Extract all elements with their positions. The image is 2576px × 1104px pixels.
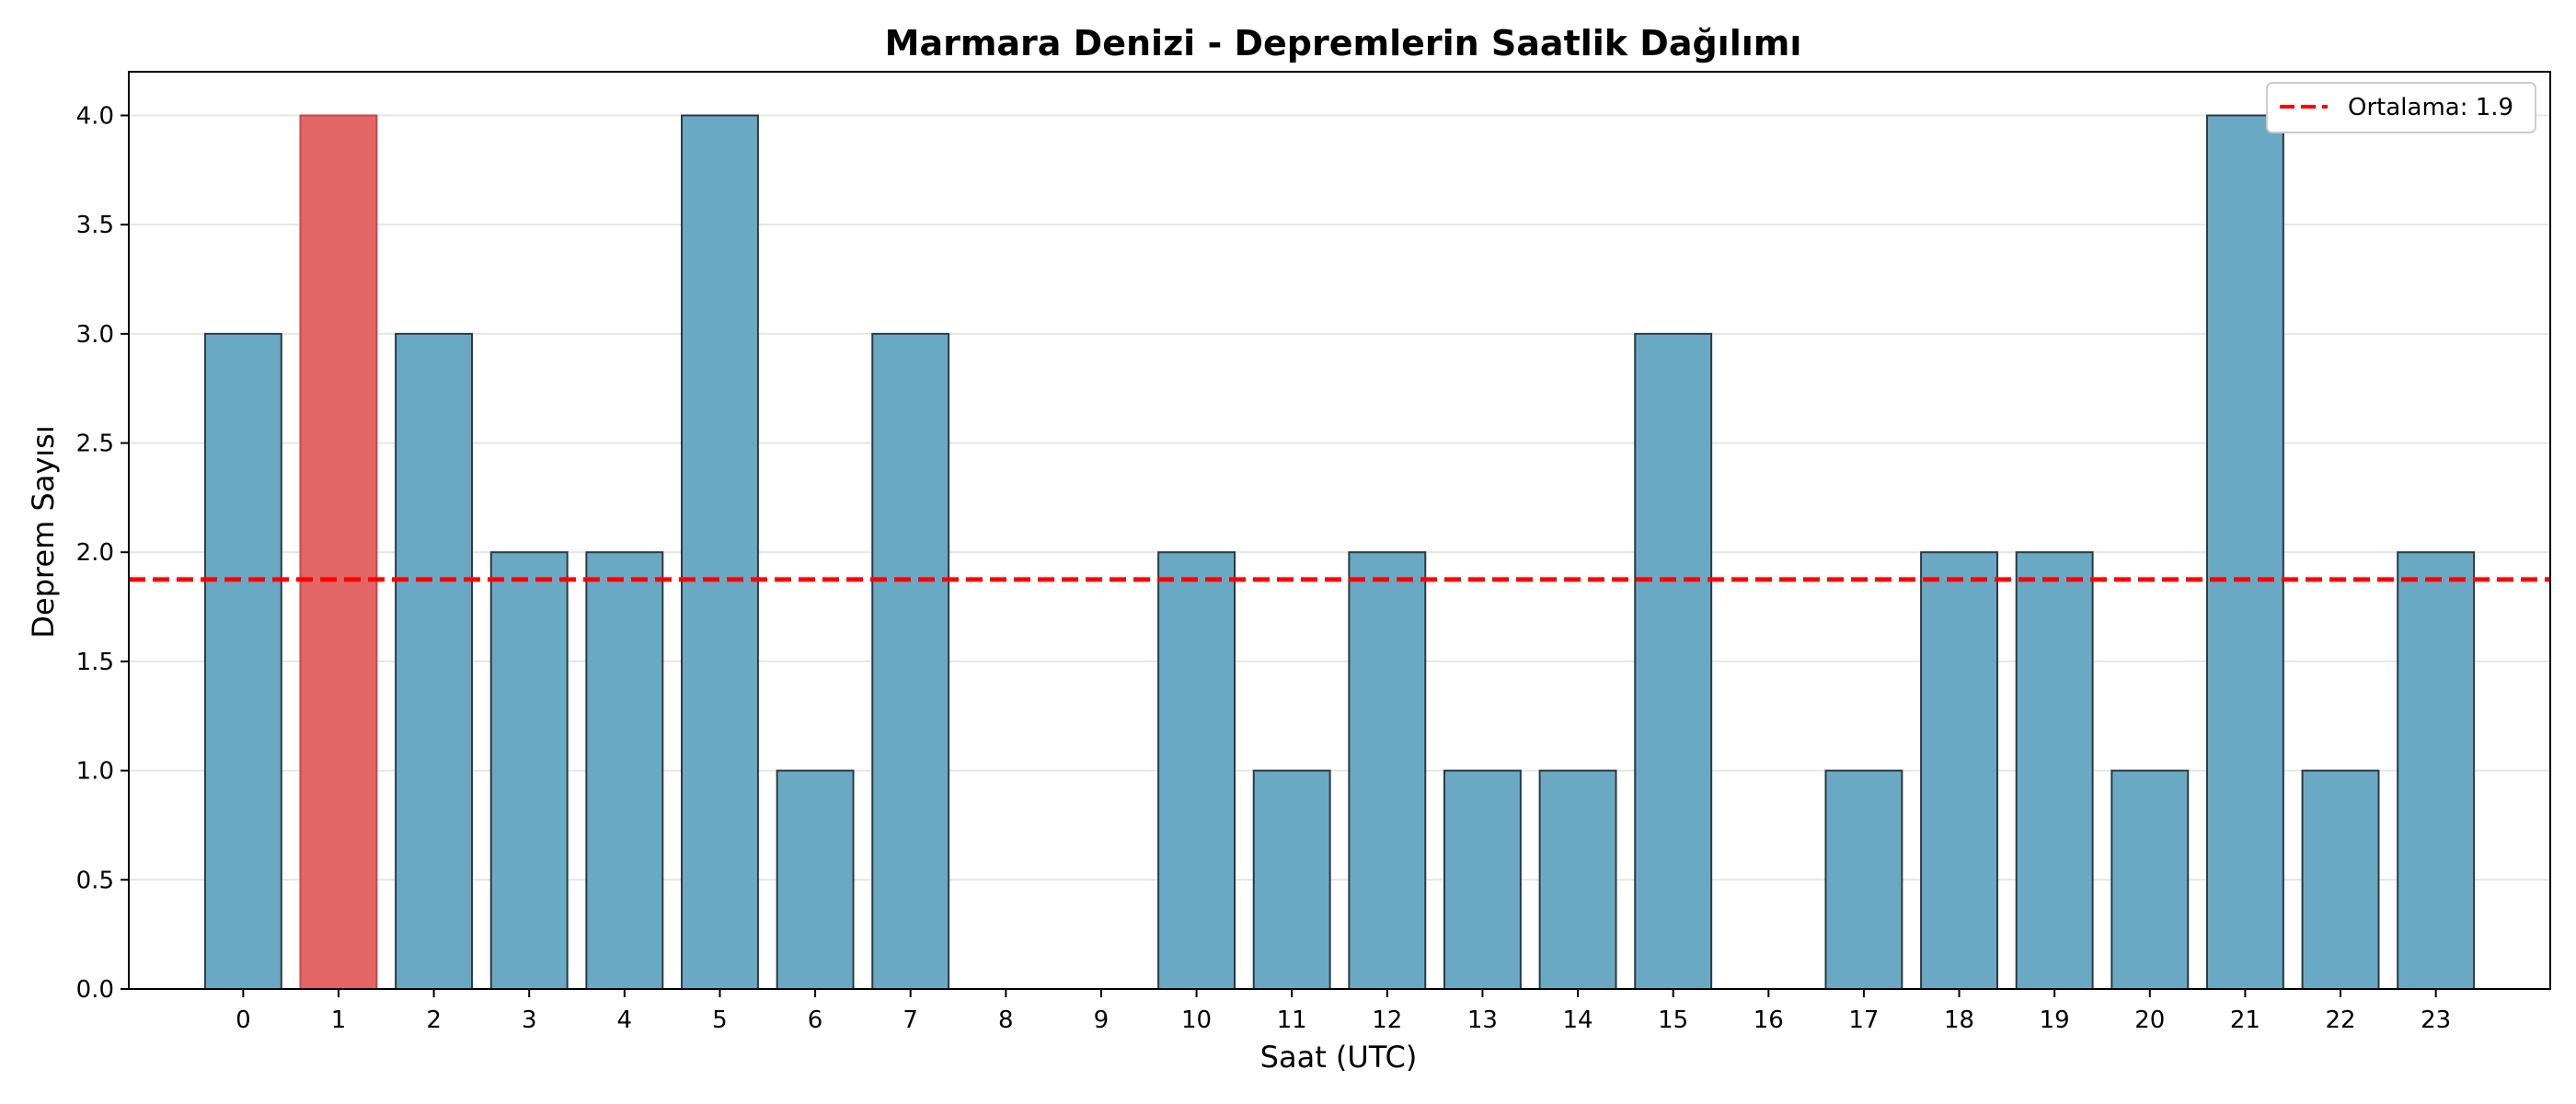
bar-hour-19 <box>2015 551 2094 990</box>
chart-title: Marmara Denizi - Depremlerin Saatlik Dağ… <box>885 23 1802 63</box>
y-tick-label: 3.0 <box>76 321 114 349</box>
bar-hour-11 <box>1252 769 1331 990</box>
legend-mean-label: Ortalama: 1.9 <box>2348 94 2513 121</box>
y-tick-label: 2.0 <box>76 539 114 567</box>
x-tick-label: 5 <box>712 1006 728 1034</box>
bar-hour-21 <box>2205 114 2284 990</box>
x-tick-label: 21 <box>2230 1006 2260 1034</box>
x-axis: 0 1 2 3 4 5 6 7 8 9 10 11 12 13 14 15 16 17 18 19 20 21 22 23 <box>236 989 2451 1034</box>
x-tick-label: 19 <box>2040 1006 2070 1034</box>
legend: Ortalama: 1.9 <box>2266 82 2536 133</box>
x-tick-label: 22 <box>2325 1006 2355 1034</box>
x-tick-label: 8 <box>998 1006 1014 1034</box>
x-tick-label: 3 <box>522 1006 537 1034</box>
x-tick-label: 23 <box>2421 1006 2451 1034</box>
x-tick-label: 4 <box>617 1006 633 1034</box>
bar-hour-14 <box>1538 769 1617 990</box>
x-tick-label: 13 <box>1467 1006 1498 1034</box>
x-tick-label: 18 <box>1944 1006 1974 1034</box>
y-tick-label: 4.0 <box>76 102 114 130</box>
bar-hour-20 <box>2110 769 2190 990</box>
x-tick-label: 14 <box>1563 1006 1593 1034</box>
bar-hour-4 <box>585 551 664 990</box>
x-tick-label: 2 <box>426 1006 442 1034</box>
y-tick-label: 0.0 <box>76 976 114 1004</box>
bar-hour-10 <box>1157 551 1236 990</box>
y-axis-label: Deprem Sayısı <box>26 425 61 638</box>
x-tick-label: 11 <box>1277 1006 1307 1034</box>
x-tick-label: 12 <box>1372 1006 1402 1034</box>
bar-hour-7 <box>871 332 950 991</box>
x-tick-label: 0 <box>236 1006 251 1034</box>
x-tick-label: 9 <box>1094 1006 1110 1034</box>
bar-hour-17 <box>1824 769 1903 990</box>
bar-hour-5 <box>681 114 759 990</box>
y-axis: 0.0 0.5 1.0 1.5 2.0 2.5 3.0 3.5 4.0 <box>76 102 129 1004</box>
bar-hour-1 <box>299 114 378 990</box>
bar-hour-18 <box>1920 551 1998 990</box>
x-tick-label: 20 <box>2134 1006 2165 1034</box>
x-tick-label: 7 <box>903 1006 918 1034</box>
y-tick-label: 0.5 <box>76 867 114 894</box>
bar-hour-15 <box>1634 332 1713 991</box>
y-tick-label: 2.5 <box>76 431 114 458</box>
x-axis-label: Saat (UTC) <box>1260 1040 1418 1075</box>
x-tick-label: 1 <box>331 1006 347 1034</box>
bar-hour-0 <box>203 332 282 991</box>
bar-hour-6 <box>776 769 855 990</box>
y-tick-label: 1.0 <box>76 758 114 786</box>
legend-box <box>2266 82 2536 133</box>
bar-hour-13 <box>1443 769 1522 990</box>
y-tick-label: 3.5 <box>76 212 114 239</box>
bars-layer <box>203 114 2476 991</box>
bar-hour-12 <box>1348 551 1427 990</box>
bar-hour-3 <box>489 551 569 990</box>
x-tick-label: 6 <box>808 1006 823 1034</box>
y-tick-label: 1.5 <box>76 649 114 676</box>
x-tick-label: 15 <box>1658 1006 1688 1034</box>
bar-hour-23 <box>2397 551 2476 990</box>
x-tick-label: 10 <box>1181 1006 1212 1034</box>
plot-frame <box>128 71 2551 990</box>
bar-hour-2 <box>395 332 474 991</box>
bar-hour-22 <box>2301 769 2380 990</box>
x-tick-label: 17 <box>1848 1006 1879 1034</box>
x-tick-label: 16 <box>1754 1006 1784 1034</box>
